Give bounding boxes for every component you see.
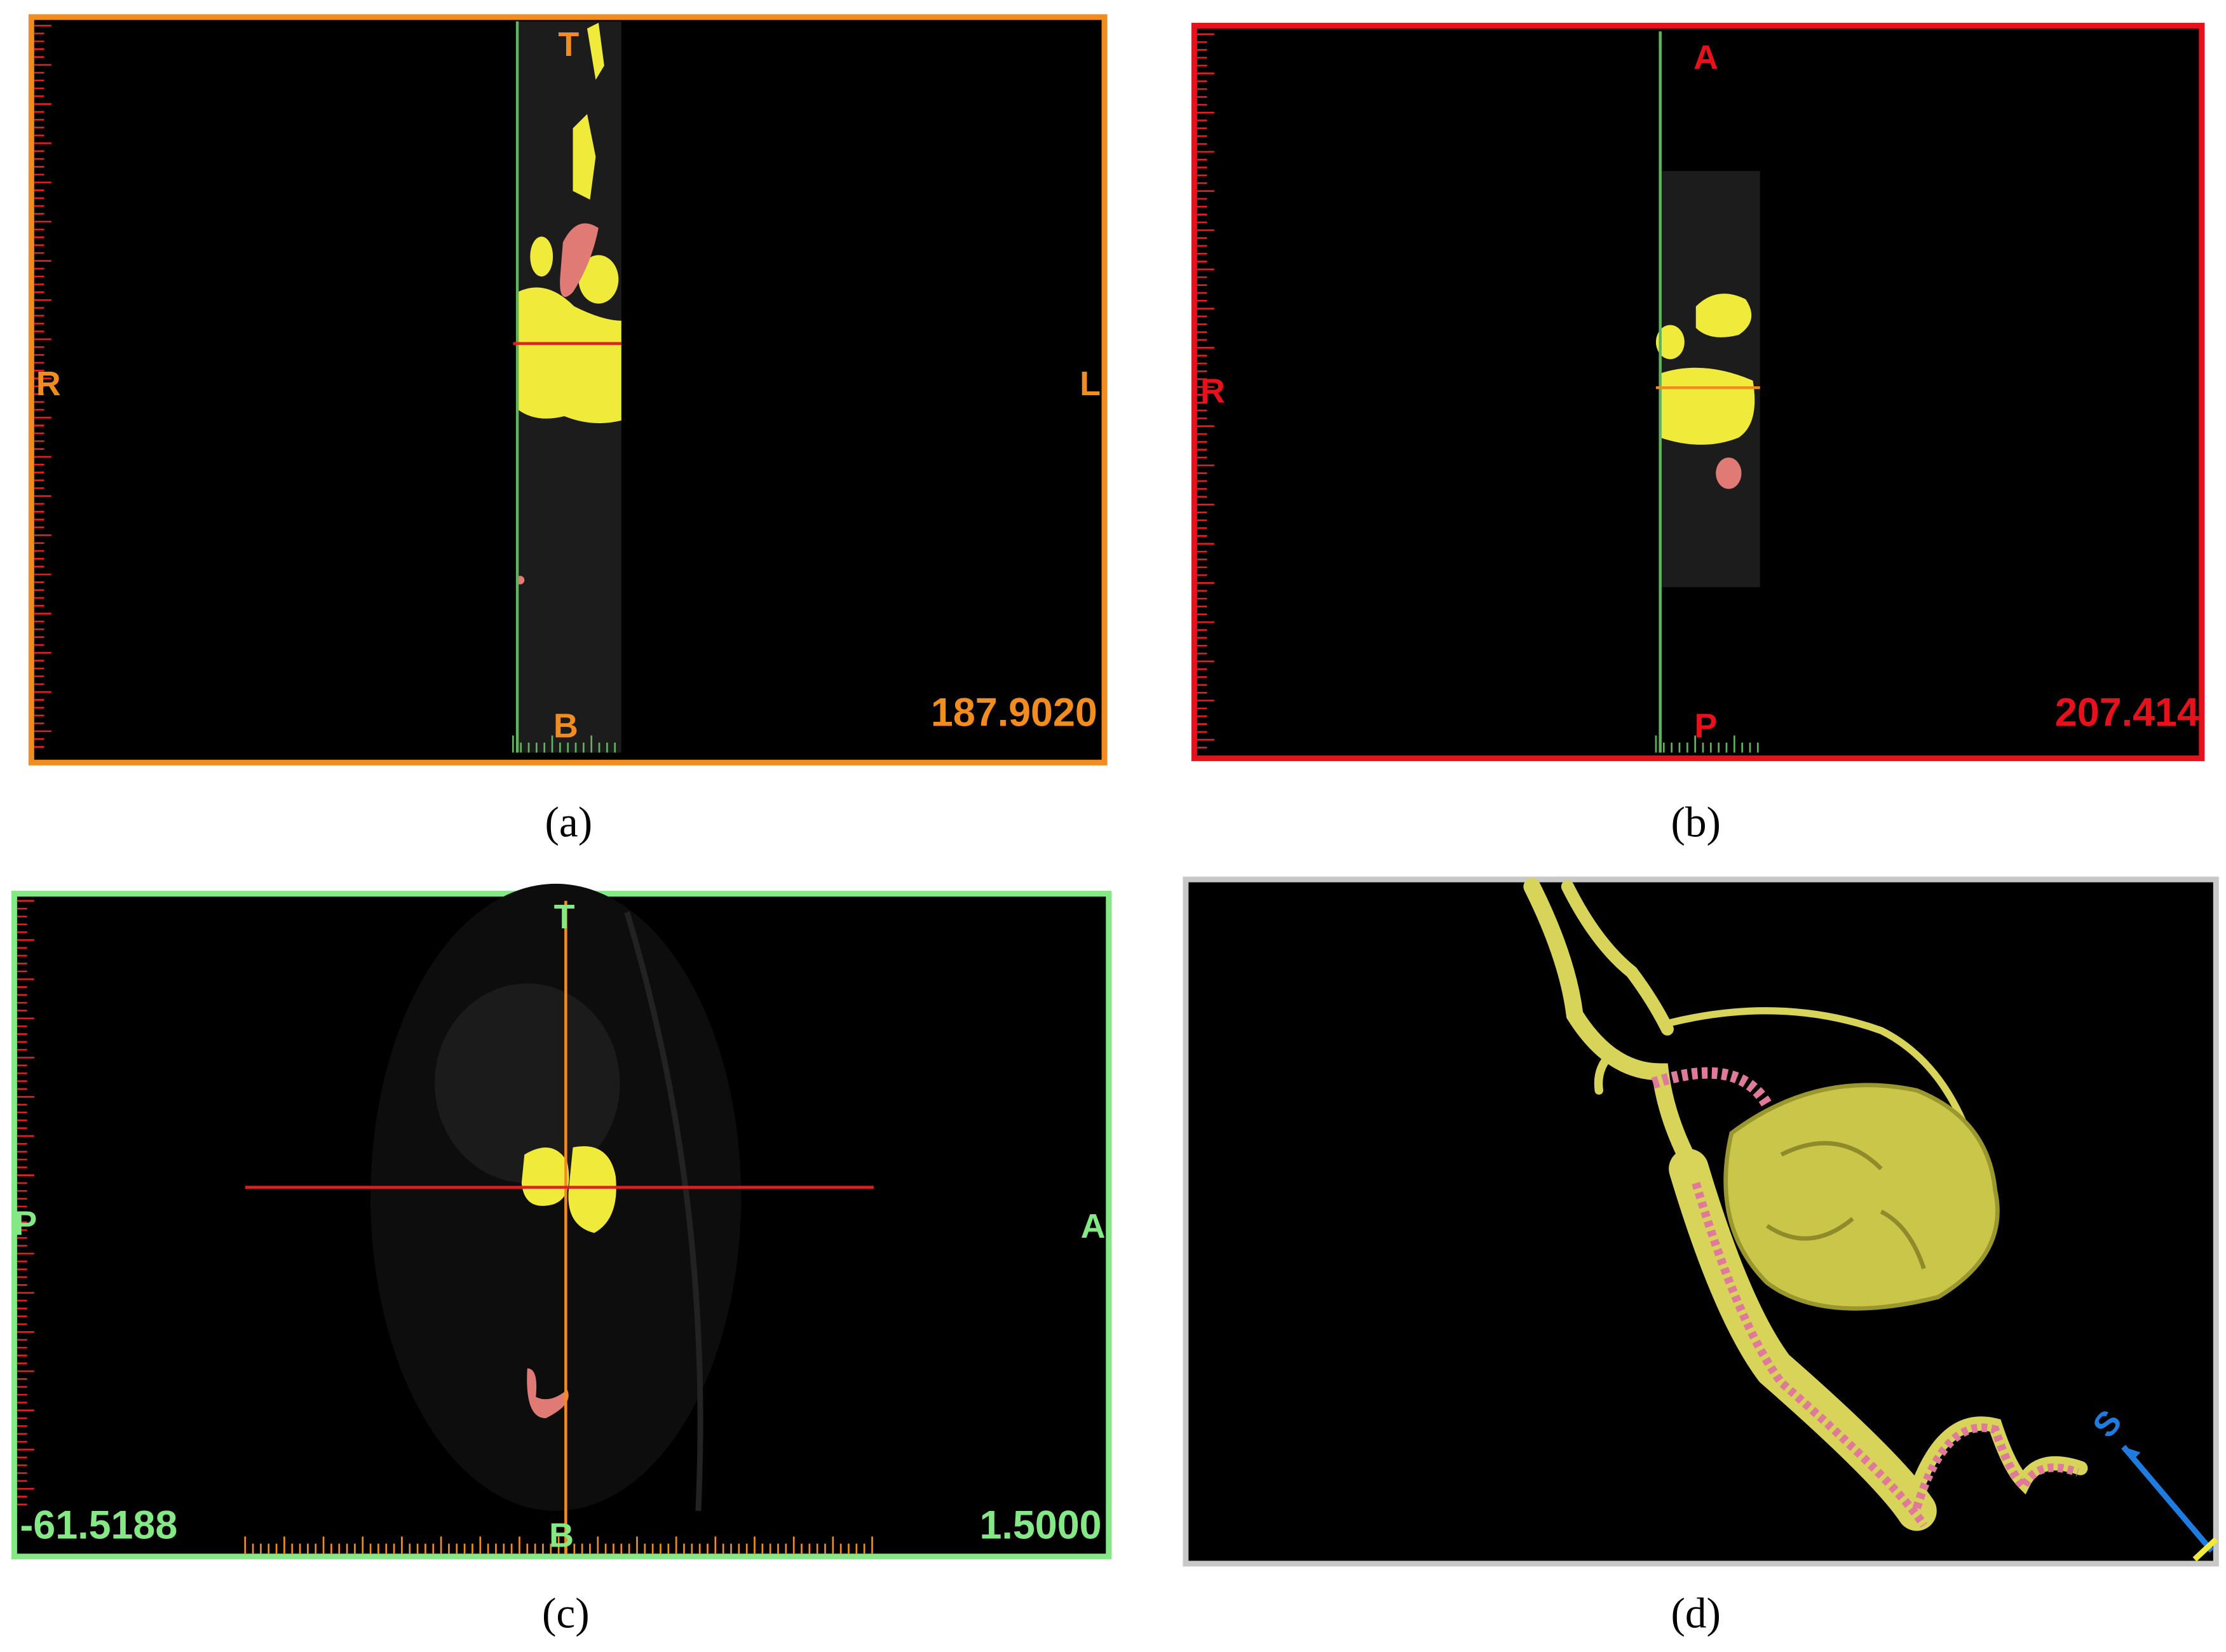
panel-d: S xyxy=(1183,876,2219,1567)
image-anatomy xyxy=(624,911,703,1512)
orientation-label: R xyxy=(1200,372,1225,410)
caption: (b) xyxy=(1671,799,1721,846)
vessel-render xyxy=(1692,1182,2080,1528)
vessel xyxy=(1716,457,1742,489)
readout: 207.4149 xyxy=(2055,691,2222,735)
axis-indicator xyxy=(2121,1445,2214,1553)
vessel-render xyxy=(1651,1067,1772,1108)
tumor-render xyxy=(1766,1141,1926,1269)
axis-indicator xyxy=(2192,1537,2218,1562)
orientation-label: T xyxy=(554,898,575,936)
segmentation xyxy=(517,22,621,424)
caption: (a) xyxy=(545,799,592,846)
orientation-label: L xyxy=(1080,365,1101,403)
ruler xyxy=(17,900,873,1554)
caption: (c) xyxy=(542,1590,590,1637)
orientation-label: A xyxy=(1081,1207,1106,1245)
tumor-render xyxy=(1723,1083,2000,1311)
segmentation xyxy=(521,1146,616,1233)
panel-a: T B R L 187.9020 xyxy=(28,14,1108,766)
orientation-label: A xyxy=(1693,38,1718,76)
ruler xyxy=(34,25,616,753)
readout: -61.5188 xyxy=(20,1503,177,1547)
image-anatomy xyxy=(435,983,620,1183)
readout: 1.5000 xyxy=(980,1503,1102,1547)
orientation-label: B xyxy=(553,707,578,745)
caption: (d) xyxy=(1671,1590,1721,1637)
orientation-label: P xyxy=(14,1204,37,1242)
vessel xyxy=(527,1368,569,1419)
orientation-label: B xyxy=(549,1517,574,1555)
vessel xyxy=(560,223,599,297)
readout: 187.9020 xyxy=(931,691,1097,735)
ruler xyxy=(1197,33,1759,753)
orientation-label: P xyxy=(1694,707,1717,745)
orientation-label: R xyxy=(36,365,61,403)
orientation-label: T xyxy=(558,25,579,64)
axis-indicator xyxy=(2123,1446,2141,1461)
panel-b: A P R 207.4149 xyxy=(1191,22,2222,761)
panel-c: T B P A -61.5188 1.5000 xyxy=(11,883,1112,1560)
